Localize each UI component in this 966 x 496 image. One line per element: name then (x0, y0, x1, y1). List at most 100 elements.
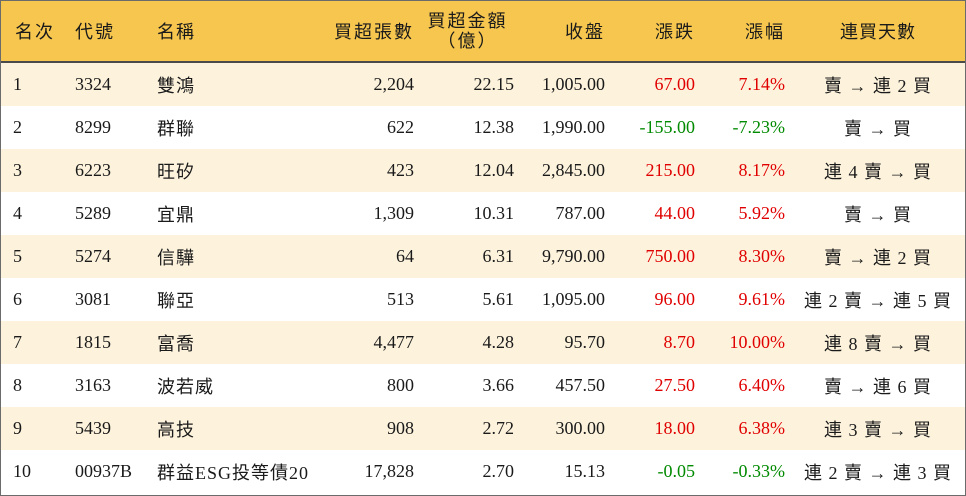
rank-cell: 10 (13, 461, 31, 481)
change-cell: 67.00 (654, 74, 696, 94)
net-buy-lots-cell: 17,828 (364, 461, 415, 481)
close-price-cell: 1,990.00 (542, 117, 605, 137)
change-cell: -0.05 (657, 461, 696, 481)
close-price-cell: 457.50 (555, 375, 606, 395)
change-cell: 750.00 (645, 246, 696, 266)
buy-streak-cell: 連 4 賣 → 買 (824, 161, 932, 182)
net-buy-lots-cell: 908 (387, 418, 414, 438)
table-row: 1 3324 雙鴻 2,204 22.15 1,005.00 67.00 7.14% 賣 → 連… (1, 63, 965, 106)
name-cell: 旺矽 (157, 161, 195, 182)
net-buy-amount-cell: 6.31 (482, 246, 515, 266)
header-net-buy-lots: 買超張數 (334, 22, 414, 42)
buy-streak-cell: 賣 → 連 2 買 (824, 247, 932, 268)
close-price-cell: 2,845.00 (542, 160, 605, 180)
net-buy-lots-cell: 423 (387, 160, 414, 180)
net-buy-amount-cell: 2.70 (482, 461, 515, 481)
header-close: 收盤 (565, 22, 605, 42)
code-cell: 1815 (75, 332, 111, 352)
net-buy-lots-cell: 1,309 (373, 203, 415, 223)
pct-change-cell: 5.92% (738, 203, 786, 223)
code-cell: 3324 (75, 74, 111, 94)
table-row: 5 5274 信驊 64 6.31 9,790.00 750.00 8.30% 賣 → 連 2 … (1, 235, 965, 278)
close-price-cell: 787.00 (555, 203, 606, 223)
code-cell: 3081 (75, 289, 111, 309)
net-buy-amount-cell: 12.38 (473, 117, 515, 137)
pct-change-cell: -7.23% (732, 117, 786, 137)
pct-change-cell: -0.33% (732, 461, 786, 481)
net-buy-lots-cell: 800 (387, 375, 414, 395)
net-buy-amount-cell: 5.61 (482, 289, 515, 309)
buy-streak-cell: 連 2 賣 → 連 3 買 (804, 462, 952, 483)
table-row: 3 6223 旺矽 423 12.04 2,845.00 215.00 8.17% 連 4 賣 … (1, 149, 965, 192)
code-cell: 5439 (75, 418, 111, 438)
close-price-cell: 300.00 (555, 418, 606, 438)
header-change: 漲跌 (655, 22, 695, 42)
code-cell: 5289 (75, 203, 111, 223)
name-cell: 宜鼎 (157, 204, 195, 225)
name-cell: 富喬 (157, 333, 195, 354)
table-row: 9 5439 高技 908 2.72 300.00 18.00 6.38% 連 3 賣 → 買 (1, 407, 965, 450)
net-buy-amount-cell: 12.04 (473, 160, 515, 180)
net-buy-lots-cell: 4,477 (373, 332, 415, 352)
pct-change-cell: 8.17% (738, 160, 786, 180)
table-row: 7 1815 富喬 4,477 4.28 95.70 8.70 10.00% 連 8 賣 → 買 (1, 321, 965, 364)
net-buy-amount-cell: 22.15 (473, 74, 515, 94)
table-header: 名次 代號 名稱 買超張數 買超金額 （億） 收盤 漲跌 漲幅 連買天數 (1, 1, 965, 63)
net-buy-amount-cell: 3.66 (482, 375, 515, 395)
close-price-cell: 95.70 (564, 332, 606, 352)
table-row: 4 5289 宜鼎 1,309 10.31 787.00 44.00 5.92% 賣 → 買 (1, 192, 965, 235)
header-net-buy-amount: 買超金額 （億） (421, 1, 514, 61)
name-cell: 高技 (157, 419, 195, 440)
buy-streak-cell: 連 8 賣 → 買 (824, 333, 932, 354)
close-price-cell: 1,005.00 (542, 74, 605, 94)
pct-change-cell: 8.30% (738, 246, 786, 266)
buy-streak-cell: 連 2 賣 → 連 5 買 (804, 290, 952, 311)
rank-cell: 7 (13, 332, 22, 352)
buy-streak-cell: 連 3 賣 → 買 (824, 419, 932, 440)
net-buy-lots-cell: 513 (387, 289, 414, 309)
name-cell: 群益ESG投等債20 (157, 462, 310, 483)
pct-change-cell: 6.38% (738, 418, 786, 438)
code-cell: 00937B (75, 461, 133, 481)
table-row: 2 8299 群聯 622 12.38 1,990.00 -155.00 -7.23% 賣 → … (1, 106, 965, 149)
buy-streak-cell: 賣 → 連 6 買 (824, 376, 932, 397)
net-buy-amount-cell: 4.28 (482, 332, 515, 352)
change-cell: -155.00 (639, 117, 696, 137)
close-price-cell: 15.13 (564, 461, 606, 481)
pct-change-cell: 9.61% (738, 289, 786, 309)
header-code: 代號 (75, 22, 115, 42)
rank-cell: 9 (13, 418, 22, 438)
code-cell: 3163 (75, 375, 111, 395)
change-cell: 215.00 (645, 160, 696, 180)
rank-cell: 2 (13, 117, 22, 137)
pct-change-cell: 6.40% (738, 375, 786, 395)
rank-cell: 3 (13, 160, 22, 180)
header-name: 名稱 (157, 22, 195, 42)
buy-streak-cell: 賣 → 連 2 買 (824, 75, 932, 96)
change-cell: 27.50 (654, 375, 696, 395)
table-row: 6 3081 聯亞 513 5.61 1,095.00 96.00 9.61% 連 2 賣 → … (1, 278, 965, 321)
code-cell: 6223 (75, 160, 111, 180)
change-cell: 44.00 (654, 203, 696, 223)
name-cell: 雙鴻 (157, 75, 195, 96)
pct-change-cell: 10.00% (729, 332, 786, 352)
net-buy-lots-cell: 622 (387, 117, 414, 137)
net-buy-amount-cell: 2.72 (482, 418, 515, 438)
close-price-cell: 1,095.00 (542, 289, 605, 309)
rank-cell: 8 (13, 375, 22, 395)
header-net-buy-amount-line2: （億） (437, 31, 498, 51)
header-net-buy-amount-line1: 買超金額 (427, 11, 508, 31)
table-row: 8 3163 波若威 800 3.66 457.50 27.50 6.40% 賣 → 連 6 買 (1, 364, 965, 407)
rank-cell: 5 (13, 246, 22, 266)
change-cell: 18.00 (654, 418, 696, 438)
pct-change-cell: 7.14% (738, 74, 786, 94)
code-cell: 8299 (75, 117, 111, 137)
net-buy-lots-cell: 2,204 (373, 74, 415, 94)
rank-cell: 4 (13, 203, 22, 223)
change-cell: 96.00 (654, 289, 696, 309)
rank-cell: 6 (13, 289, 22, 309)
rank-cell: 1 (13, 74, 22, 94)
table-row: 10 00937B 群益ESG投等債20 17,828 2.70 15.13 -0.05 -0… (1, 450, 965, 493)
net-buy-amount-cell: 10.31 (473, 203, 515, 223)
